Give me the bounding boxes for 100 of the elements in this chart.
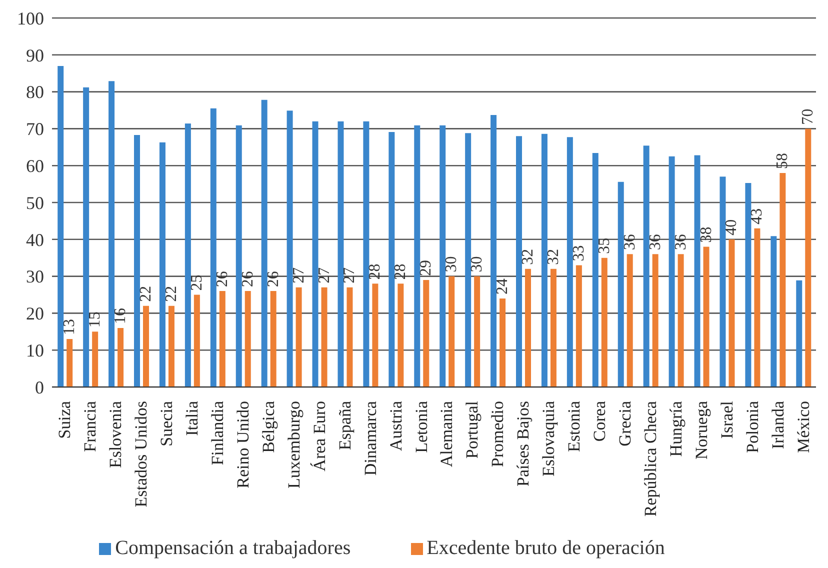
data-label: 36 — [621, 234, 638, 250]
bar — [388, 132, 395, 387]
bar — [66, 339, 73, 387]
x-tick-label: Eslovaquia — [539, 400, 558, 477]
data-label: 15 — [86, 312, 104, 328]
bar — [678, 254, 684, 387]
bar — [541, 134, 548, 387]
y-tick-label: 10 — [26, 340, 44, 360]
data-label: 36 — [672, 234, 690, 250]
bar — [652, 254, 658, 387]
data-label: 30 — [468, 256, 486, 272]
data-label: 40 — [723, 219, 740, 236]
bar — [770, 236, 777, 387]
bar — [321, 287, 328, 387]
bar — [159, 142, 166, 387]
bar — [398, 284, 404, 387]
bar — [550, 268, 556, 387]
x-tick-label: Países Bajos — [514, 401, 533, 486]
bar — [474, 276, 480, 387]
bar — [668, 156, 675, 387]
x-tick-label: Letonia — [412, 400, 431, 453]
bar — [626, 254, 633, 387]
x-tick-label: Noruega — [692, 400, 711, 460]
data-label: 28 — [366, 264, 384, 280]
x-tick-label: Luxemburgo — [284, 401, 304, 489]
bar — [108, 81, 115, 387]
x-tick-label: Austria — [386, 400, 406, 452]
bar — [363, 121, 370, 387]
data-label: 70 — [800, 108, 817, 125]
bar — [372, 284, 378, 387]
data-label: 35 — [596, 238, 613, 254]
y-tick-label: 100 — [17, 8, 44, 28]
bar — [576, 265, 582, 387]
y-tick-label: 80 — [26, 82, 44, 102]
x-tick-label: Área Euro — [310, 401, 329, 472]
y-tick-label: 20 — [26, 304, 44, 324]
bar — [490, 115, 497, 387]
data-label: 32 — [544, 248, 562, 265]
y-tick-label: 30 — [26, 266, 44, 287]
bar — [414, 125, 420, 387]
bar — [236, 125, 242, 387]
data-label: 28 — [392, 264, 410, 280]
data-label: 38 — [698, 226, 715, 243]
y-tick-label: 60 — [26, 156, 44, 176]
bar — [296, 287, 302, 387]
bar — [244, 291, 251, 387]
x-tick-label: Polonia — [742, 400, 762, 453]
bar — [423, 280, 430, 387]
bar — [465, 133, 472, 387]
legend-label: Excedente bruto de operación — [426, 537, 665, 559]
data-label: 22 — [162, 286, 180, 302]
x-tick-label: Alemania — [437, 400, 456, 468]
data-label: 29 — [418, 260, 435, 276]
bar — [194, 294, 200, 387]
bar — [58, 66, 64, 387]
data-label: 24 — [494, 278, 512, 294]
x-tick-label: Dinamarca — [360, 400, 380, 476]
bar — [210, 108, 216, 387]
x-tick-label: Hungría — [666, 400, 686, 457]
data-label: 26 — [214, 271, 231, 288]
x-tick-label: Estonia — [564, 400, 584, 452]
data-label: 58 — [774, 152, 792, 169]
x-tick-label: Italia — [182, 400, 202, 436]
x-tick-label: Reino Unido — [234, 401, 252, 488]
data-label: 13 — [61, 319, 78, 336]
data-label: 22 — [138, 286, 155, 302]
data-label: 30 — [443, 256, 460, 272]
data-label: 43 — [748, 208, 766, 224]
bar — [134, 134, 140, 387]
y-tick-label: 40 — [26, 230, 44, 250]
bar — [754, 228, 760, 387]
y-tick-label: 0 — [35, 377, 44, 398]
x-tick-label: Irlanda — [768, 400, 788, 450]
bar — [500, 298, 506, 387]
data-label: 27 — [341, 267, 358, 284]
y-tick-label: 70 — [26, 119, 44, 140]
x-tick-label: México — [794, 401, 813, 453]
bar — [312, 121, 318, 387]
x-tick-label: Portugal — [462, 400, 482, 459]
data-label: 27 — [290, 267, 308, 284]
bar — [448, 276, 455, 387]
x-tick-label: Corea — [590, 400, 610, 442]
bar — [720, 176, 726, 387]
bar — [143, 306, 150, 387]
x-tick-label: República Checa — [640, 400, 660, 517]
x-tick-label: Estados Unidos — [132, 401, 151, 508]
bar — [601, 258, 608, 387]
bar — [516, 136, 522, 387]
x-tick-label: Suiza — [55, 400, 74, 439]
data-label: 36 — [646, 234, 664, 250]
data-label: 33 — [570, 245, 588, 262]
y-tick-label: 90 — [26, 45, 44, 66]
legend-label: Compensación a trabajadores — [115, 537, 351, 559]
data-label: 16 — [112, 308, 130, 324]
x-tick-label: Eslovenia — [106, 400, 126, 468]
x-tick-label: Francia — [80, 400, 100, 452]
bar — [592, 153, 598, 387]
bar — [286, 110, 293, 387]
bar — [168, 306, 174, 387]
data-label: 26 — [264, 271, 282, 288]
